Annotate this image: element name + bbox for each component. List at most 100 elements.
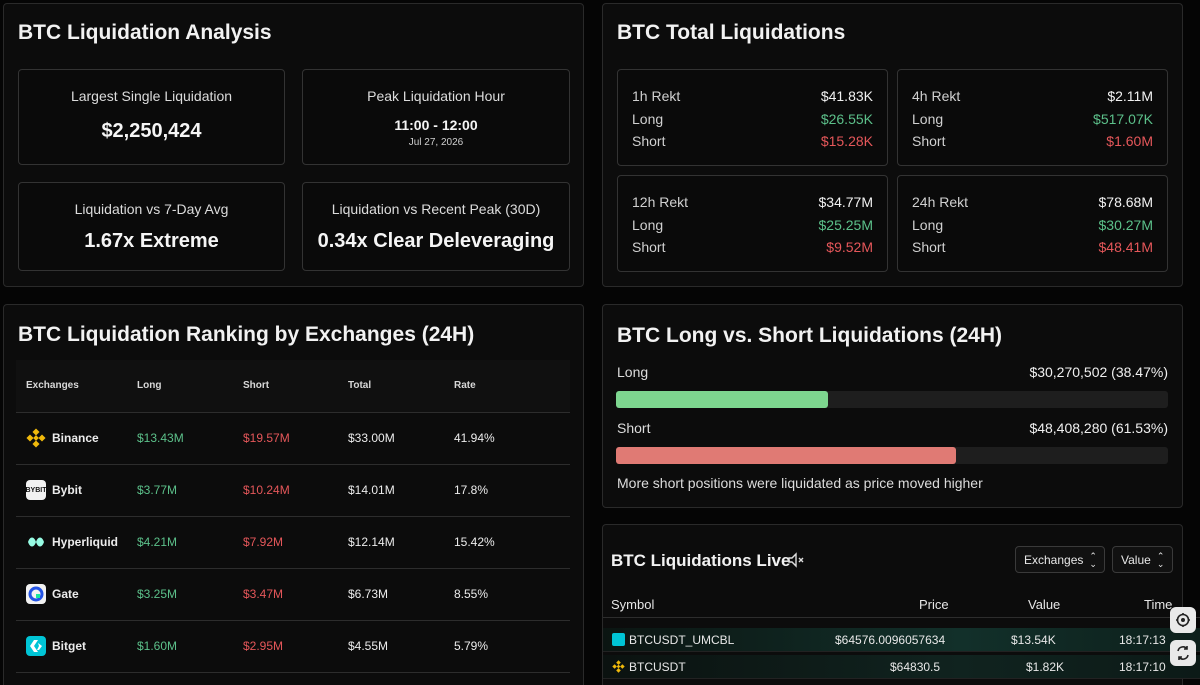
rekt-label: 24h Rekt (912, 194, 969, 210)
col-long[interactable]: Long (137, 360, 243, 413)
rekt-total: $41.83K (820, 88, 873, 104)
chevron-updown-icon: ⌃ ⌄ (1089, 550, 1097, 569)
exchange-name: Binance (52, 431, 99, 445)
short-value: $10.24M (243, 464, 348, 517)
short-value: $7.92M (243, 516, 348, 569)
rekt-label: 12h Rekt (632, 194, 689, 210)
liquidation-analysis-title: BTC Liquidation Analysis (18, 21, 272, 44)
total-liquidations-title: BTC Total Liquidations (617, 21, 846, 44)
rekt-long: $30.27M (1098, 217, 1153, 233)
live-row[interactable]: BTCUSDT $64830.5 $1.82K 18:17:10 (603, 655, 1200, 679)
live-liquidations-title: BTC Liquidations Live (611, 551, 791, 570)
card-date: Jul 27, 2026 (408, 137, 464, 148)
col-value[interactable]: Value (1028, 597, 1061, 612)
exchanges-select-label: Exchanges (1024, 552, 1084, 567)
value: $13.54K (1011, 633, 1056, 647)
short-value: $3.47M (243, 568, 348, 621)
sync-icon[interactable] (1170, 640, 1196, 666)
mute-icon[interactable] (787, 551, 805, 569)
rekt-label: 1h Rekt (632, 88, 681, 104)
col-total[interactable]: Total (348, 360, 454, 413)
symbol: BTCUSDT_UMCBL (629, 633, 735, 647)
col-price[interactable]: Price (919, 597, 949, 612)
short-value: $19.57M (243, 412, 348, 465)
rekt-card-1h: 1h Rekt $41.83K Long $26.55K Short $15.28K (617, 69, 888, 166)
largest-single-liquidation-card: Largest Single Liquidation $2,250,424 (18, 69, 285, 165)
rekt-total: $34.77M (818, 194, 873, 210)
card-label: Largest Single Liquidation (70, 88, 233, 104)
rekt-short: $15.28K (820, 133, 873, 149)
hyperliquid-icon (26, 532, 46, 552)
value-select[interactable]: Value ⌃ ⌄ (1112, 546, 1173, 573)
card-label: Liquidation vs 7-Day Avg (74, 201, 229, 217)
bitget-icon (612, 633, 625, 646)
rekt-card-12h: 12h Rekt $34.77M Long $25.25M Short $9.52M (617, 175, 888, 272)
peak-liquidation-hour-card: Peak Liquidation Hour 11:00 - 12:00 Jul … (302, 69, 570, 165)
short-value: $2.95M (243, 620, 348, 673)
liquidation-vs-7day-card: Liquidation vs 7-Day Avg 1.67x Extreme (18, 182, 285, 271)
exchange-ranking-table: Exchanges Long Short Total Rate Binance … (16, 360, 570, 673)
short-label: Short (912, 133, 946, 149)
live-row[interactable]: BTCUSDT_UMCBL $64576.0096057634 $13.54K … (603, 628, 1200, 652)
card-label: Liquidation vs Recent Peak (30D) (331, 201, 541, 217)
table-row[interactable]: Hyperliquid $4.21M $7.92M $12.14M 15.42% (16, 516, 570, 569)
long-label: Long (632, 111, 664, 127)
long-label: Long (617, 364, 649, 380)
rekt-total: $78.68M (1098, 194, 1153, 210)
total-value: $4.55M (348, 620, 454, 673)
table-row[interactable]: Binance $13.43M $19.57M $33.00M 41.94% (16, 412, 570, 465)
settings-gear-icon[interactable] (1170, 607, 1196, 633)
long-value: $4.21M (137, 516, 243, 569)
short-value: $48,408,280 (61.53%) (1029, 420, 1168, 436)
total-value: $6.73M (348, 568, 454, 621)
value-select-label: Value (1121, 552, 1151, 567)
col-symbol[interactable]: Symbol (611, 597, 655, 612)
price: $64830.5 (890, 660, 941, 674)
short-label: Short (632, 239, 666, 255)
binance-icon (612, 660, 625, 673)
time: 18:17:10 (1119, 660, 1166, 674)
col-short[interactable]: Short (243, 360, 348, 413)
price: $64576.0096057634 (835, 633, 946, 647)
rate-value: 15.42% (454, 516, 570, 569)
exchange-name: Hyperliquid (52, 535, 119, 549)
exchange-name: Gate (52, 587, 79, 601)
long-short-note: More short positions were liquidated as … (617, 475, 983, 491)
liquidation-vs-peak-card: Liquidation vs Recent Peak (30D) 0.34x C… (302, 182, 570, 271)
table-row[interactable]: Gate $3.25M $3.47M $6.73M 8.55% (16, 568, 570, 621)
col-time[interactable]: Time (1144, 597, 1173, 612)
col-rate[interactable]: Rate (454, 360, 570, 413)
rekt-total: $2.11M (1107, 88, 1153, 104)
rate-value: 17.8% (454, 464, 570, 517)
exchanges-select[interactable]: Exchanges ⌃ ⌄ (1015, 546, 1105, 573)
rekt-short: $48.41M (1098, 239, 1153, 255)
exchange-name: Bitget (52, 639, 86, 653)
rekt-long: $25.25M (818, 217, 873, 233)
value: $1.82K (1026, 660, 1065, 674)
exchange-ranking-title: BTC Liquidation Ranking by Exchanges (24… (18, 323, 475, 346)
total-value: $12.14M (348, 516, 454, 569)
short-label: Short (617, 420, 651, 436)
long-value: $3.77M (137, 464, 243, 517)
rekt-short: $9.52M (826, 239, 873, 255)
rekt-short: $1.60M (1106, 133, 1153, 149)
total-value: $33.00M (348, 412, 454, 465)
long-label: Long (912, 217, 944, 233)
card-value: 11:00 - 12:00 (394, 117, 478, 133)
long-label: Long (912, 111, 944, 127)
exchange-name: Bybit (52, 483, 82, 497)
table-row[interactable]: BYBIT Bybit $3.77M $10.24M $14.01M 17.8% (16, 464, 570, 517)
table-header-row: Exchanges Long Short Total Rate (16, 360, 570, 413)
card-label: Peak Liquidation Hour (367, 88, 505, 104)
table-row[interactable]: Bitget $1.60M $2.95M $4.55M 5.79% (16, 620, 570, 673)
card-value: 1.67x Extreme (84, 230, 219, 252)
gate-icon (26, 584, 46, 604)
rekt-card-24h: 24h Rekt $78.68M Long $30.27M Short $48.41M (897, 175, 1168, 272)
rekt-label: 4h Rekt (912, 88, 961, 104)
col-exchanges[interactable]: Exchanges (16, 360, 137, 413)
long-bar (616, 391, 1168, 408)
chevron-updown-icon: ⌃ ⌄ (1156, 550, 1165, 569)
live-table-header: Symbol Price Value Time (603, 592, 1200, 618)
rekt-long: $26.55K (820, 111, 873, 127)
long-value: $30,270,502 (38.47%) (1029, 364, 1168, 380)
